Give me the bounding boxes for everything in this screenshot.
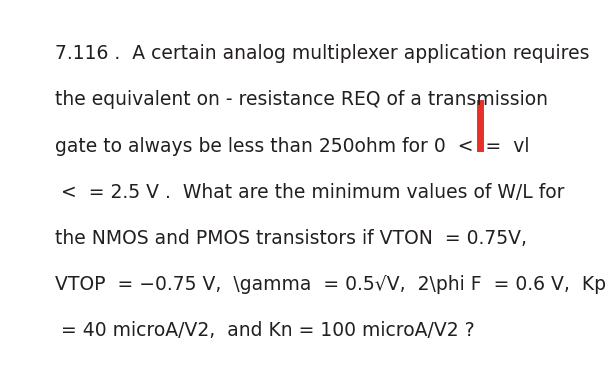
Text: gate to always be less than 250ohm for 0  <  =  vl: gate to always be less than 250ohm for 0… (55, 137, 530, 155)
Text: 7.116 .  A certain analog multiplexer application requires: 7.116 . A certain analog multiplexer app… (55, 44, 590, 63)
Text: <  = 2.5 V .  What are the minimum values of W/L for: < = 2.5 V . What are the minimum values … (55, 183, 565, 201)
Text: VTOP  = −0.75 V,  \gamma  = 0.5√V,  2\phi F  = 0.6 V,  Kp: VTOP = −0.75 V, \gamma = 0.5√V, 2\phi F … (55, 275, 606, 294)
Text: the equivalent on - resistance REQ of a transmission: the equivalent on - resistance REQ of a … (55, 90, 548, 109)
Text: the NMOS and PMOS transistors if VTON  = 0.75V,: the NMOS and PMOS transistors if VTON = … (55, 229, 528, 248)
Text: = 40 microA/V2,  and Kn = 100 microA/V2 ?: = 40 microA/V2, and Kn = 100 microA/V2 ? (55, 321, 475, 340)
